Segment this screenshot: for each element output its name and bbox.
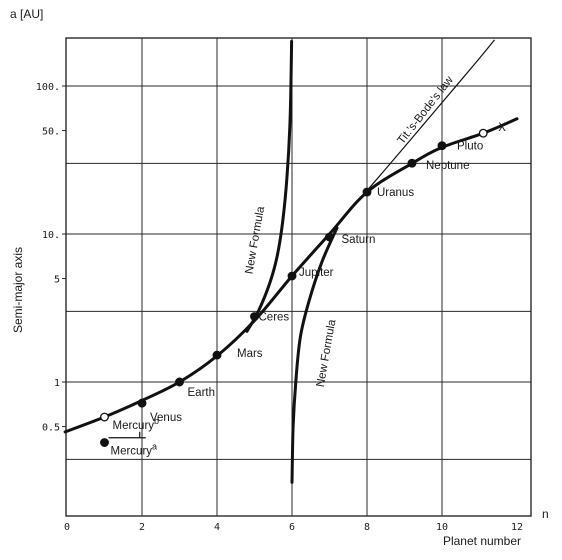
y-tick-label: 5: [54, 275, 60, 286]
x-tick-label: 2: [139, 522, 145, 533]
point-earth: [175, 377, 184, 387]
curve-new-formula-left: [245, 39, 294, 333]
x-tick-label: 10: [436, 522, 448, 533]
label-x: X: [498, 122, 506, 134]
point-mercury-b: [100, 412, 109, 422]
point-mars: [212, 350, 222, 360]
y-tick-label: 100.: [36, 82, 60, 93]
x-axis-label: Planet number: [443, 534, 521, 548]
point-venus: [137, 398, 147, 408]
y-tick-label: 50.: [42, 127, 60, 138]
x-axis-short-label: n: [542, 507, 549, 521]
label-mercury-a: Mercurya: [111, 442, 158, 458]
label-titius-bode-law: Tit.'s-Bode's law: [396, 74, 457, 147]
label-neptune: Neptune: [426, 160, 469, 172]
x-tick-label: 8: [364, 522, 370, 533]
labels: Mercuryb Mercurya Venus Earth Mars Ceres Jupit…: [111, 74, 507, 458]
label-uranus: Uranus: [377, 187, 414, 199]
point-ceres: [250, 312, 259, 321]
data-points: [100, 128, 488, 447]
plot-frame: [65, 37, 532, 517]
label-jupiter: Jupiter: [299, 267, 334, 279]
label-mercury-b: Mercuryb: [113, 416, 160, 432]
label-superscript: b: [154, 416, 159, 426]
point-saturn: [325, 232, 334, 242]
x-tick-label: 0: [64, 522, 70, 533]
x-tick-label: 12: [511, 522, 523, 533]
curve-new-formula-right: [290, 226, 339, 484]
grid-lines: 0 2 4 6 8 10 12 0.5 1 5 10. 50. 100.: [36, 37, 532, 533]
x-tick-label: 4: [214, 522, 220, 533]
y-tick-label: 1: [54, 378, 60, 389]
curves: [63, 39, 519, 484]
label-ceres: Ceres: [259, 312, 290, 324]
label-pluto: Pluto: [457, 141, 483, 153]
y-tick-label: 10.: [42, 230, 60, 241]
y-unit-label: a [AU]: [10, 7, 43, 21]
y-axis-label: Semi-major axis: [11, 247, 25, 333]
y-tick-label: 0.5: [42, 423, 60, 434]
point-uranus: [362, 187, 372, 197]
point-pluto: [437, 141, 447, 151]
label-venus: Venus: [150, 412, 182, 424]
point-jupiter: [287, 271, 297, 281]
label-saturn: Saturn: [342, 234, 376, 246]
label-earth: Earth: [188, 387, 216, 399]
label-mars: Mars: [237, 348, 263, 360]
point-x: [478, 128, 488, 138]
label-new-formula-left: New Formula: [243, 205, 267, 275]
x-tick-label: 6: [289, 522, 295, 533]
point-mercury-a: [100, 438, 109, 447]
label-new-formula-right: New Formula: [315, 318, 339, 388]
label-superscript: a: [152, 442, 157, 452]
point-neptune: [407, 158, 417, 168]
